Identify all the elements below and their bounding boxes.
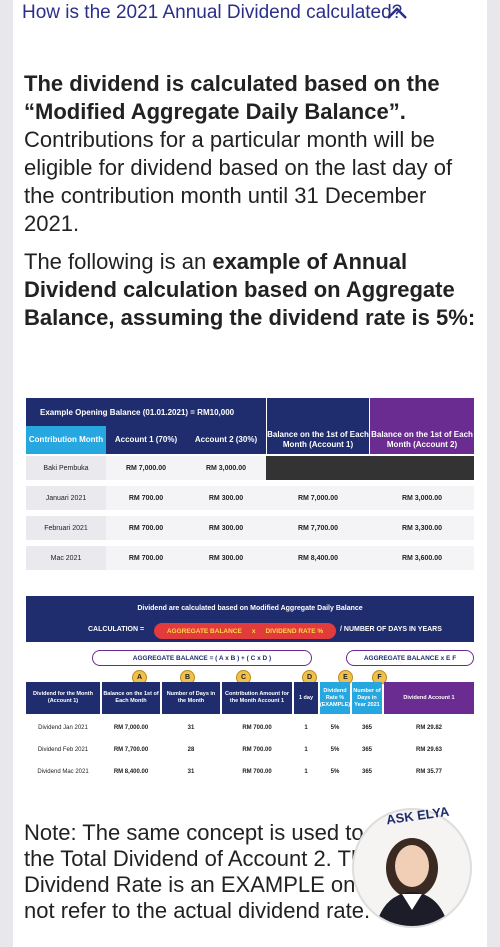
dividend-month-cell: Dividend Feb 2021	[37, 747, 89, 753]
one-day-cell: 1	[304, 769, 308, 775]
intro-paragraph: The dividend is calculated based on the …	[24, 70, 476, 238]
days-cell: 31	[187, 725, 195, 731]
dividend-calculation-table: Dividend are calculated based on Modifie…	[26, 596, 474, 775]
contribution-cell: RM 700.00	[242, 769, 272, 775]
account-2-cell: RM 3,000.00	[186, 456, 266, 480]
badge-e: E	[338, 670, 353, 685]
opening-balance-label: Example Opening Balance (01.01.2021) = R…	[26, 398, 266, 426]
aggregate-rate-formula: AGGREGATE BALANCE x E F	[346, 650, 474, 666]
table-row: Dividend Jan 2021 RM 7,000.00 31 RM 700.…	[26, 718, 474, 738]
days-year-cell: 365	[361, 747, 372, 753]
month-cell: Februari 2021	[26, 516, 106, 540]
formula-aggregate: AGGREGATE BALANCE	[166, 627, 242, 635]
header-contribution-amount: Contribution Amount for the Month Accoun…	[222, 682, 292, 714]
balance-1-cell: RM 8,400.00	[266, 546, 370, 570]
balance-cell: RM 7,700.00	[113, 747, 149, 753]
balance-1-cell	[266, 456, 370, 480]
chat-assistant-avatar[interactable]	[352, 808, 472, 928]
days-year-cell: 365	[361, 725, 372, 731]
calculation-formula: CALCULATION = AGGREGATE BALANCE x DIVIDE…	[26, 620, 474, 642]
table-row: Januari 2021 RM 700.00 RM 300.00 RM 7,00…	[26, 486, 474, 510]
calculation-banner: Dividend are calculated based on Modifie…	[26, 596, 474, 620]
header-dividend-account-1: Dividend Account 1	[384, 682, 474, 714]
account-1-cell: RM 700.00	[106, 516, 186, 540]
header-balance-first: Balance on the 1st of Each Month	[102, 682, 160, 714]
rate-cell: 5%	[330, 769, 340, 775]
balance-2-cell: RM 3,000.00	[370, 486, 474, 510]
contribution-cell: RM 700.00	[242, 747, 272, 753]
table-row: Baki Pembuka RM 7,000.00 RM 3,000.00	[26, 456, 474, 480]
rate-cell: 5%	[330, 747, 340, 753]
month-cell: Mac 2021	[26, 546, 106, 570]
account-1-cell: RM 7,000.00	[106, 456, 186, 480]
table-row: Februari 2021 RM 700.00 RM 300.00 RM 7,7…	[26, 516, 474, 540]
balance-1-cell: RM 7,700.00	[266, 516, 370, 540]
header-contribution-month: Contribution Month	[26, 426, 106, 454]
account-2-cell: RM 300.00	[186, 486, 266, 510]
example-paragraph: The following is an example of Annual Di…	[24, 248, 476, 332]
formula-times: x	[251, 627, 256, 635]
dividend-month-cell: Dividend Mac 2021	[37, 769, 89, 775]
faq-question-title[interactable]: How is the 2021 Annual Dividend calculat…	[22, 2, 403, 23]
balance-1-cell: RM 7,000.00	[266, 486, 370, 510]
rate-cell: 5%	[330, 725, 340, 731]
one-day-cell: 1	[304, 725, 308, 731]
dividend-cell: RM 35.77	[415, 769, 442, 775]
balance-cell: RM 7,000.00	[113, 725, 149, 731]
month-cell: Baki Pembuka	[26, 456, 106, 480]
header-dividend-month: Dividend for the Month (Account 1)	[26, 682, 100, 714]
dividend-month-cell: Dividend Jan 2021	[38, 725, 88, 731]
example-bold: example of Annual Dividend calculation b…	[24, 249, 476, 330]
calculation-label: CALCULATION =	[88, 626, 145, 633]
aggregate-formula: AGGREGATE BALANCE = ( A x B ) + ( C x D …	[92, 650, 312, 666]
table-row: Dividend Mac 2021 RM 8,400.00 31 RM 700.…	[26, 762, 474, 782]
formula-rate: DIVIDEND RATE %	[265, 627, 324, 635]
chevron-up-icon[interactable]	[386, 6, 408, 20]
days-year-cell: 365	[361, 769, 372, 775]
table-row: Mac 2021 RM 700.00 RM 300.00 RM 8,400.00…	[26, 546, 474, 570]
header-days-year: Number of Days in Year 2021	[352, 682, 382, 714]
header-days-month: Number of Days in the Month	[162, 682, 220, 714]
contribution-cell: RM 700.00	[242, 725, 272, 731]
account-2-cell: RM 300.00	[186, 516, 266, 540]
one-day-cell: 1	[304, 747, 308, 753]
example-plain: The following is an	[24, 249, 213, 274]
account-1-cell: RM 700.00	[106, 486, 186, 510]
intro-rest: Contributions for a particular month wil…	[24, 127, 453, 236]
intro-bold: The dividend is calculated based on the …	[24, 71, 440, 124]
header-one-day: 1 day	[294, 682, 318, 714]
month-cell: Januari 2021	[26, 486, 106, 510]
header-balance-account-1: Balance on the 1st of Each Month (Accoun…	[266, 398, 370, 454]
header-balance-account-2: Balance on the 1st of Each Month (Accoun…	[370, 398, 474, 454]
account-1-cell: RM 700.00	[106, 546, 186, 570]
table-row: Dividend Feb 2021 RM 7,700.00 28 RM 700.…	[26, 740, 474, 760]
days-cell: 31	[187, 769, 195, 775]
header-dividend-rate: Dividend Rate % (EXAMPLE)	[320, 682, 350, 714]
formula-days: / NUMBER OF DAYS IN YEARS	[340, 626, 442, 633]
header-account-1: Account 1 (70%)	[106, 426, 186, 454]
assistant-portrait-icon	[376, 838, 448, 926]
formula-pill: AGGREGATE BALANCE x DIVIDEND RATE %	[154, 623, 336, 639]
account-2-cell: RM 300.00	[186, 546, 266, 570]
balance-2-cell: RM 3,600.00	[370, 546, 474, 570]
balance-2-cell: RM 3,300.00	[370, 516, 474, 540]
balance-2-cell	[370, 456, 474, 480]
dividend-cell: RM 29.63	[415, 747, 442, 753]
header-account-2: Account 2 (30%)	[186, 426, 266, 454]
dividend-cell: RM 29.82	[415, 725, 442, 731]
balance-cell: RM 8,400.00	[113, 769, 149, 775]
opening-balance-table: Example Opening Balance (01.01.2021) = R…	[26, 398, 474, 574]
days-cell: 28	[187, 747, 195, 753]
